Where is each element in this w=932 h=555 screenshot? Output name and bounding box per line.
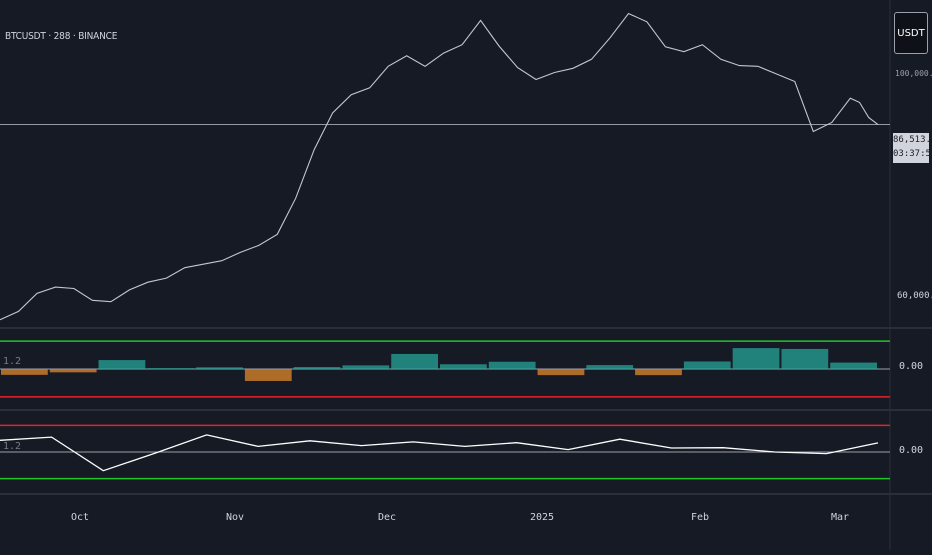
osc1-histogram-bar: [488, 361, 536, 369]
osc1-zero-label: 0.00: [899, 361, 924, 372]
osc1-histogram-bar: [537, 369, 585, 376]
time-axis-tick: Feb: [691, 512, 709, 523]
osc1-histogram-bar: [1, 369, 48, 375]
osc1-histogram-bar: [732, 348, 780, 369]
time-axis-tick: Mar: [831, 512, 849, 523]
osc1-histogram-bar: [147, 368, 195, 370]
last-price-tag: 86,513.16 03:37:55: [893, 133, 932, 163]
currency-label: USDT: [897, 27, 925, 39]
osc1-histogram-bar: [244, 369, 292, 381]
currency-selector[interactable]: USDT: [894, 12, 928, 54]
osc1-histogram-bar: [98, 360, 146, 369]
osc1-series-label: 1.2: [3, 356, 22, 367]
osc1-histogram-bar: [49, 369, 97, 373]
osc1-histogram-bar: [391, 353, 438, 369]
osc2-series-label: 1.2: [3, 441, 22, 452]
osc1-histogram-bar: [342, 365, 390, 369]
price-series-line: [0, 12, 879, 321]
osc1-histogram-bar: [196, 367, 243, 369]
osc1-histogram-bar: [781, 348, 829, 369]
last-price-value: 86,513.16: [893, 135, 932, 145]
osc2-series-line: [0, 434, 879, 472]
time-axis-tick: Nov: [226, 512, 244, 523]
osc1-histogram-bar: [440, 364, 487, 369]
osc1-histogram-bar: [586, 365, 634, 369]
time-axis-tick: 2025: [530, 512, 554, 523]
osc2-zero-label: 0.00: [899, 445, 924, 456]
time-axis-tick: Oct: [71, 512, 89, 523]
time-axis-tick: Dec: [378, 512, 396, 523]
osc1-histogram-bar: [830, 362, 877, 369]
price-axis-bottom-label: 60,000.00: [897, 291, 932, 301]
symbol-title[interactable]: BTCUSDT · 288 · BINANCE: [5, 31, 118, 42]
bar-countdown: 03:37:55: [893, 149, 932, 159]
price-axis-top-label: 100,000.00: [895, 69, 932, 78]
osc1-histogram-bar: [683, 361, 731, 369]
osc1-histogram-bar: [635, 369, 682, 376]
osc1-histogram-bar: [293, 367, 341, 369]
